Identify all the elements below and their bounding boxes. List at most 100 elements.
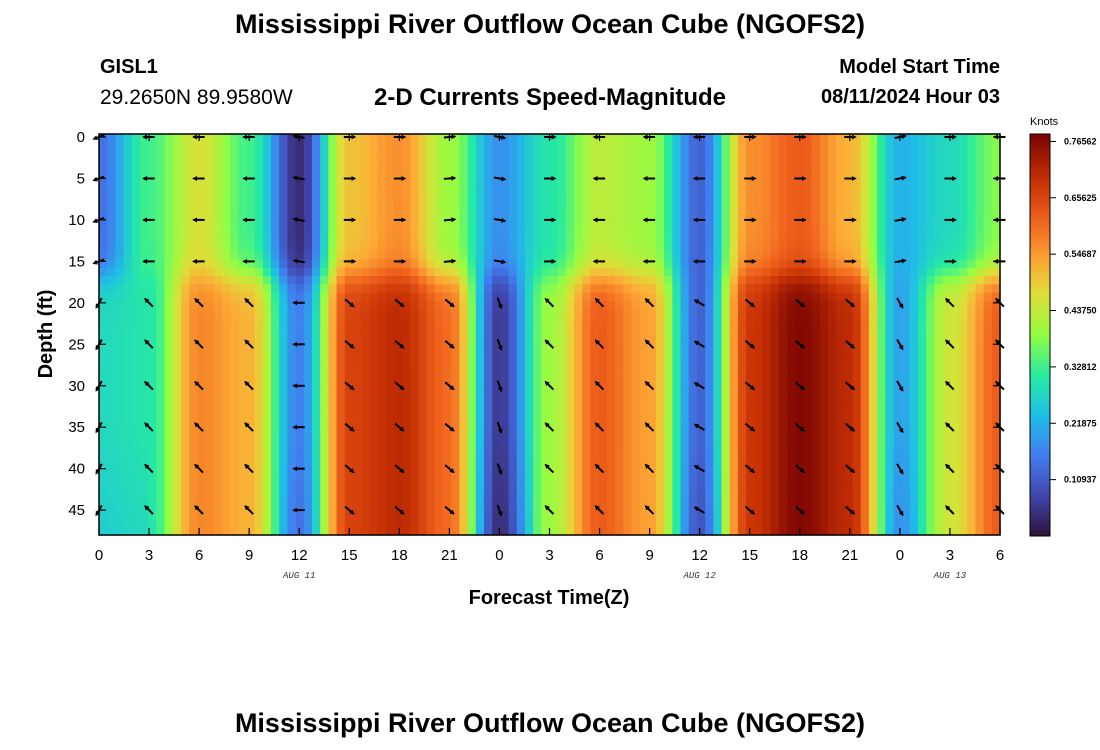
heat-cell [639, 434, 649, 444]
heat-cell [565, 225, 575, 235]
heat-cell [328, 192, 338, 202]
heat-cell [451, 200, 460, 210]
heat-cell [688, 501, 698, 511]
heat-cell [500, 200, 510, 210]
heat-cell [115, 409, 125, 419]
heat-cell [746, 451, 755, 461]
heat-cell [377, 468, 387, 478]
heat-cell [336, 384, 346, 394]
heat-cell [877, 175, 886, 185]
heat-cell [729, 276, 739, 285]
heat-cell [205, 459, 215, 469]
heat-cell [729, 501, 739, 511]
heat-cell [262, 351, 272, 361]
heat-cell [139, 225, 149, 235]
heat-cell [213, 326, 223, 336]
heat-cell [221, 167, 231, 177]
heat-cell [533, 284, 542, 294]
heat-cell [885, 192, 895, 202]
heat-cell [123, 167, 133, 177]
heat-cell [557, 434, 567, 444]
heat-cell [344, 292, 354, 302]
heat-cell [352, 518, 362, 528]
heat-cell [148, 326, 157, 336]
heat-cell [795, 159, 805, 169]
heat-cell [696, 476, 706, 486]
heat-cell [254, 200, 264, 210]
heat-cell [721, 217, 731, 227]
heat-cell [623, 159, 633, 169]
heat-cell [410, 192, 420, 202]
heat-cell [279, 317, 288, 327]
heat-cell [885, 509, 895, 519]
heat-cell [287, 167, 297, 177]
heat-cell [180, 367, 190, 377]
heat-cell [574, 209, 583, 219]
heat-cell [500, 326, 510, 336]
heat-cell [418, 234, 428, 244]
heat-cell [877, 434, 886, 444]
heat-cell [762, 409, 772, 419]
heat-cell [123, 418, 133, 427]
heat-cell [303, 326, 313, 336]
heat-cell [574, 392, 583, 402]
heat-cell [139, 276, 149, 285]
heat-cell [393, 234, 403, 244]
heat-cell [606, 367, 616, 377]
heat-cell [664, 175, 673, 185]
heat-cell [393, 175, 403, 185]
heat-cell [295, 159, 305, 169]
heat-cell [524, 150, 534, 160]
heat-cell [819, 284, 829, 294]
heat-cell [664, 509, 673, 519]
heat-cell [418, 518, 428, 528]
heat-cell [836, 259, 845, 269]
heat-cell [713, 426, 723, 436]
heat-cell [713, 175, 723, 185]
heat-cell [795, 184, 805, 194]
heat-cell [344, 367, 354, 377]
heat-cell [279, 459, 288, 469]
heat-cell [885, 301, 895, 311]
heat-cell [664, 418, 673, 427]
heat-cell [811, 242, 821, 252]
heat-cell [893, 159, 903, 169]
heat-cell [483, 418, 493, 427]
heat-cell [205, 476, 215, 486]
heat-cell [795, 276, 805, 285]
heat-cell [819, 192, 829, 202]
heat-cell [418, 451, 428, 461]
heat-cell [516, 418, 526, 427]
heat-cell [492, 484, 501, 494]
heat-cell [926, 134, 936, 143]
heat-cell [180, 334, 190, 344]
heat-cell [844, 451, 854, 461]
heat-cell [279, 367, 288, 377]
heat-cell [582, 468, 592, 478]
heat-cell [516, 476, 526, 486]
heat-cell [320, 192, 329, 202]
heat-cell [180, 401, 190, 411]
heat-cell [434, 234, 444, 244]
heat-cell [778, 434, 788, 444]
heat-cell [688, 509, 698, 519]
heat-cell [819, 451, 829, 461]
heat-cell [811, 401, 821, 411]
heat-cell [877, 184, 886, 194]
heat-cell [729, 200, 739, 210]
heat-cell [893, 259, 903, 269]
heat-cell [361, 167, 370, 177]
heat-cell [868, 200, 878, 210]
heat-cell [565, 509, 575, 519]
heat-cell [131, 418, 141, 427]
heat-cell [762, 451, 772, 461]
heat-cell [180, 434, 190, 444]
heat-cell [131, 359, 141, 369]
heat-cell [893, 392, 903, 402]
heat-cell [377, 317, 387, 327]
heat-cell [909, 301, 919, 311]
heat-cell [524, 468, 534, 478]
heat-cell [230, 501, 239, 511]
heat-cell [271, 159, 280, 169]
heat-cell [344, 484, 354, 494]
